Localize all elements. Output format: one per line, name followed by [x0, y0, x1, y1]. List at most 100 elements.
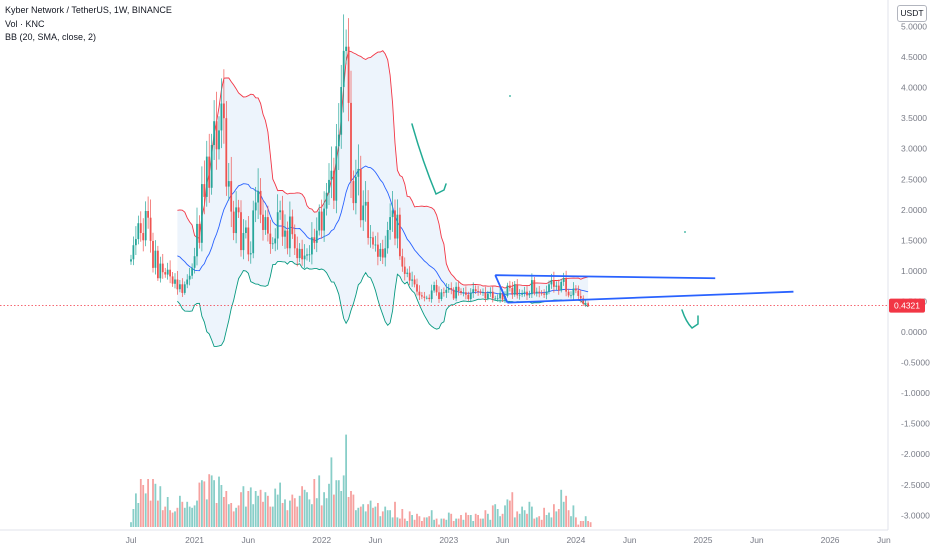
candle [323, 191, 325, 242]
candle-body [579, 296, 582, 299]
candle-body [418, 291, 421, 296]
volume-bar [157, 500, 159, 527]
volume-bar [210, 475, 213, 527]
candle [276, 194, 279, 250]
volume-bar [311, 504, 313, 527]
candle [543, 289, 545, 299]
volume-bar [433, 519, 435, 527]
volume-bar [443, 518, 445, 527]
down-arrow-sketch [411, 123, 447, 196]
volume-bar [413, 519, 416, 527]
currency-badge[interactable]: USDT [897, 5, 927, 22]
volume-bar [504, 505, 506, 527]
candle [335, 123, 338, 214]
candle-body [152, 241, 154, 268]
volume-bar [545, 515, 548, 527]
volume-bar [308, 499, 311, 527]
volume-bar [328, 483, 330, 527]
candle-body [174, 279, 176, 284]
volume-bar [259, 489, 262, 527]
candle [355, 159, 357, 215]
candle-body [440, 292, 443, 299]
candle-body [164, 272, 167, 275]
volume-bar [191, 507, 193, 527]
volume-bar [279, 482, 281, 527]
volume-bar [562, 501, 565, 527]
candle-body [276, 212, 279, 239]
candle [445, 283, 448, 298]
volume-bar [347, 497, 350, 527]
volume-bar [523, 510, 526, 527]
candle [379, 243, 382, 262]
candle [281, 195, 284, 246]
candle-body [413, 279, 416, 285]
volume-indicator-label[interactable]: Vol · KNC [5, 18, 45, 29]
candle-body [416, 284, 418, 292]
volume-bar [159, 486, 162, 527]
candle-body [245, 227, 247, 233]
candle [247, 216, 250, 262]
time-tick-label: Jul [126, 535, 137, 545]
last-price-badge [889, 298, 925, 313]
candle [205, 140, 208, 207]
volume-bar [289, 500, 291, 527]
volume-bar [352, 494, 355, 527]
candle-body [396, 214, 399, 239]
candle-body [342, 50, 345, 87]
candle-body [587, 303, 589, 306]
trendline [507, 290, 794, 304]
candle-body [252, 210, 255, 254]
candle-body [303, 255, 306, 260]
candle [350, 70, 352, 198]
candle [313, 228, 316, 250]
volume-bar [149, 500, 152, 527]
volume-bar [142, 485, 145, 527]
candle [213, 100, 215, 160]
volume-layer [130, 434, 592, 527]
candle-body [176, 279, 179, 290]
sketch-dot [509, 95, 511, 97]
candle-body [328, 179, 330, 193]
candle [557, 279, 560, 295]
volume-bar [254, 491, 257, 527]
bb-fill-layer [177, 50, 589, 347]
candle-body [196, 223, 198, 257]
volume-bar [164, 506, 167, 527]
candle [137, 215, 140, 245]
candle [262, 199, 264, 241]
candle [315, 217, 318, 253]
volume-bar [528, 501, 531, 527]
candle [347, 18, 350, 122]
volume-bar [465, 512, 467, 527]
bb-indicator-label[interactable]: BB (20, SMA, close, 2) [5, 32, 97, 42]
axis-layer: 5.0000 4.5000 4.0000 3.5000 3.0000 2.5000 2.00… [0, 0, 930, 545]
volume-bar [186, 501, 189, 527]
candle-body [582, 298, 585, 304]
candle-body [347, 46, 350, 103]
candle-body [213, 121, 215, 145]
candle-body [535, 291, 538, 294]
candle [455, 282, 457, 302]
candle-body [335, 146, 338, 201]
candle-body [460, 291, 462, 293]
candle-body [333, 170, 335, 201]
candle-body [144, 211, 147, 241]
volume-bar [543, 507, 545, 527]
volume-bar [509, 500, 511, 527]
candle-body [457, 286, 460, 292]
candle [577, 285, 580, 300]
volume-bar [374, 506, 377, 527]
candle [389, 203, 391, 240]
volume-bar [381, 511, 384, 527]
candle-body [264, 217, 267, 230]
volume-bar [333, 494, 335, 527]
volume-bar [548, 512, 550, 527]
candle-body [301, 248, 303, 260]
candle-body [293, 234, 296, 249]
volume-bar [137, 503, 140, 527]
down-arrow-sketch [681, 309, 699, 329]
symbol-title[interactable]: Kyber Network / TetherUS, 1W, BINANCE [5, 5, 172, 15]
volume-bar [293, 498, 296, 527]
